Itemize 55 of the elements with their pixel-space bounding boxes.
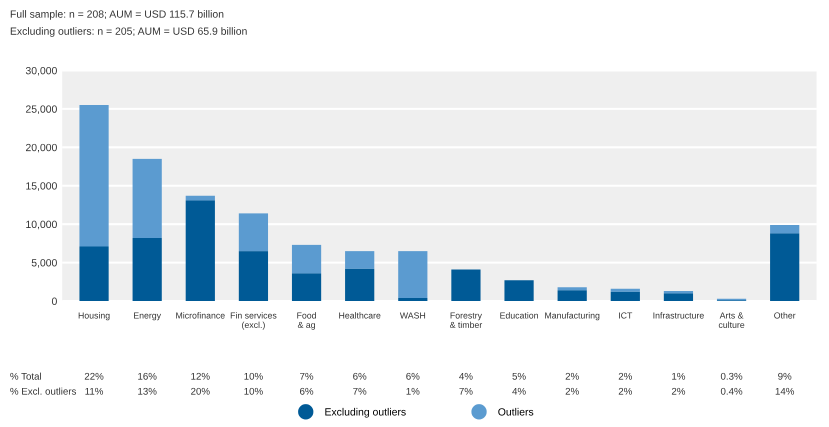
x-tick-label: Food & ag	[297, 312, 316, 330]
text: 1%	[406, 388, 420, 395]
y-tick-label: 20,000	[26, 144, 57, 152]
x-tick-label: Fin services (excl.)	[230, 312, 276, 330]
text: 6%	[353, 372, 366, 380]
x-tick-label: Other	[774, 312, 796, 319]
text: 0.4%	[720, 388, 742, 395]
x-tick-label: Education	[500, 312, 538, 319]
y-tick-label: 30,000	[26, 66, 57, 76]
text: 12%	[191, 372, 210, 380]
text: 2%	[566, 388, 579, 395]
text: 7%	[353, 388, 366, 395]
text: 13%	[138, 388, 157, 395]
text: 20%	[191, 388, 210, 395]
text: 2%	[672, 388, 686, 395]
y-tick-label: 0	[52, 298, 57, 305]
legend-label: Excluding outliers	[325, 408, 406, 418]
text: 4%	[512, 388, 526, 395]
y-tick-label: 15,000	[26, 182, 57, 191]
chart-subtitle: Excluding outliers: n = 205; AUM = USD 65.9 billion	[10, 27, 247, 37]
x-tick-label: Arts & culture	[718, 312, 744, 328]
x-tick-label: Energy	[134, 312, 162, 320]
text: 16%	[138, 372, 157, 380]
text: 1%	[672, 372, 686, 380]
text: 14%	[776, 388, 794, 395]
y-tick-label: 10,000	[26, 220, 57, 230]
text: 7%	[459, 388, 473, 395]
text: % Total	[10, 372, 42, 380]
legend-label: Outliers	[498, 408, 534, 416]
text: % Excl. outliers	[10, 388, 76, 395]
x-tick-label: Microfinance	[176, 312, 225, 319]
text: 2%	[618, 388, 632, 395]
x-tick-label: Manufacturing	[545, 312, 600, 320]
text: 0.3%	[720, 372, 742, 380]
text: 10%	[244, 388, 263, 395]
y-tick-label: 25,000	[26, 105, 57, 114]
y-tick-label: 5,000	[32, 259, 57, 268]
text: 10%	[244, 372, 263, 380]
text: 7%	[300, 372, 314, 380]
x-tick-label: Healthcare	[339, 312, 380, 319]
x-tick-label: Housing	[78, 312, 110, 320]
x-tick-label: WASH	[400, 312, 426, 319]
text: 11%	[85, 388, 104, 395]
text: 5%	[512, 372, 526, 380]
x-tick-label: Infrastructure	[653, 312, 704, 319]
x-tick-label: Forestry & timber	[450, 312, 482, 328]
chart-title: Full sample: n = 208; AUM = USD 115.7 billion	[10, 10, 224, 20]
text: 6%	[406, 372, 420, 380]
text: 2%	[618, 372, 632, 380]
text: 6%	[300, 388, 314, 395]
text: 9%	[778, 372, 792, 380]
x-tick-label: ICT	[619, 312, 632, 319]
text: 2%	[566, 372, 579, 380]
text: 4%	[459, 372, 473, 380]
text: 22%	[84, 372, 104, 380]
